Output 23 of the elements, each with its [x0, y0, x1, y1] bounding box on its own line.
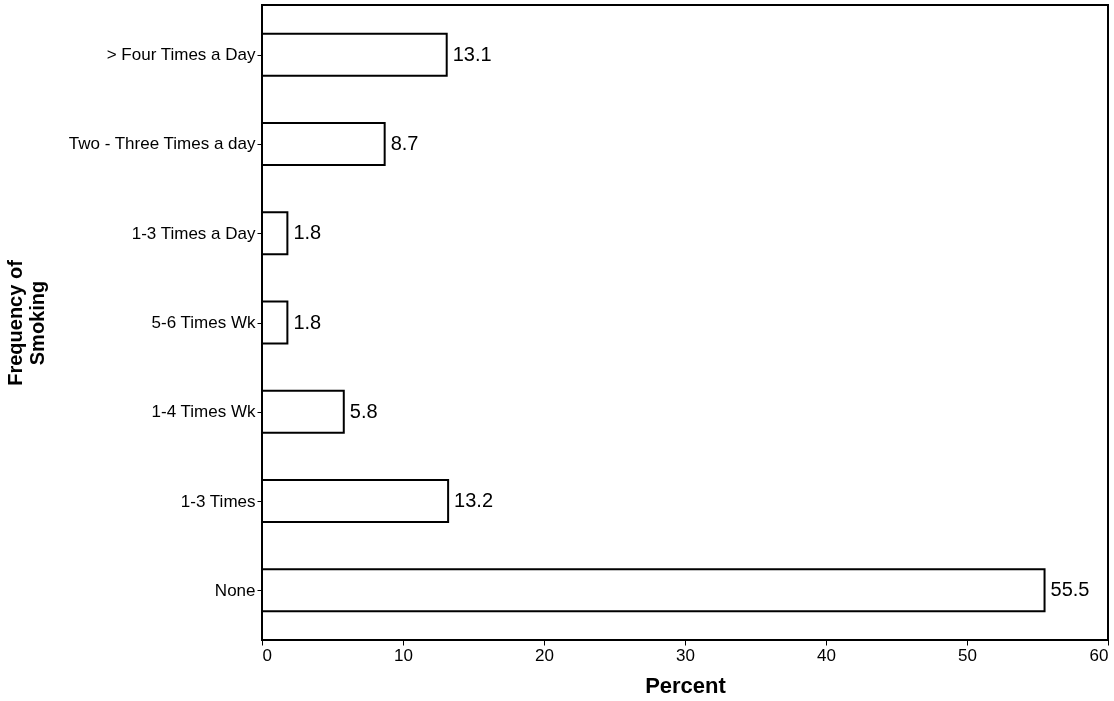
x-tick-label: 20: [535, 645, 554, 665]
x-tick-label: 10: [394, 645, 413, 665]
x-axis-title: Percent: [645, 672, 727, 698]
x-tick-label: 50: [958, 645, 977, 665]
x-tick-label: 40: [817, 645, 836, 665]
y-tick-label: > Four Times a Day: [106, 45, 256, 65]
data-label: 1.8: [293, 310, 322, 333]
y-tick-label: Two - Three Times a day: [68, 134, 256, 154]
data-label: 1.8: [293, 221, 322, 244]
y-tick-label: 1-4 Times Wk: [151, 402, 256, 422]
x-tick-label: 30: [676, 645, 695, 665]
y-tick-label: None: [214, 580, 256, 600]
data-label: 13.1: [452, 42, 492, 65]
x-tick-label: 60: [1089, 645, 1109, 665]
y-tick-label: 5-6 Times Wk: [151, 313, 256, 332]
data-label: 55.5: [1050, 578, 1090, 601]
y-axis-title: Frequency of Smoking: [4, 259, 49, 386]
y-tick-label: 1-3 Times a Day: [131, 223, 256, 243]
data-label: 13.2: [454, 489, 494, 512]
x-tick-label: 0: [262, 645, 272, 665]
data-label: 8.7: [390, 131, 419, 154]
data-label: 5.8: [349, 399, 378, 422]
y-tick-label: 1-3 Times: [180, 491, 256, 511]
